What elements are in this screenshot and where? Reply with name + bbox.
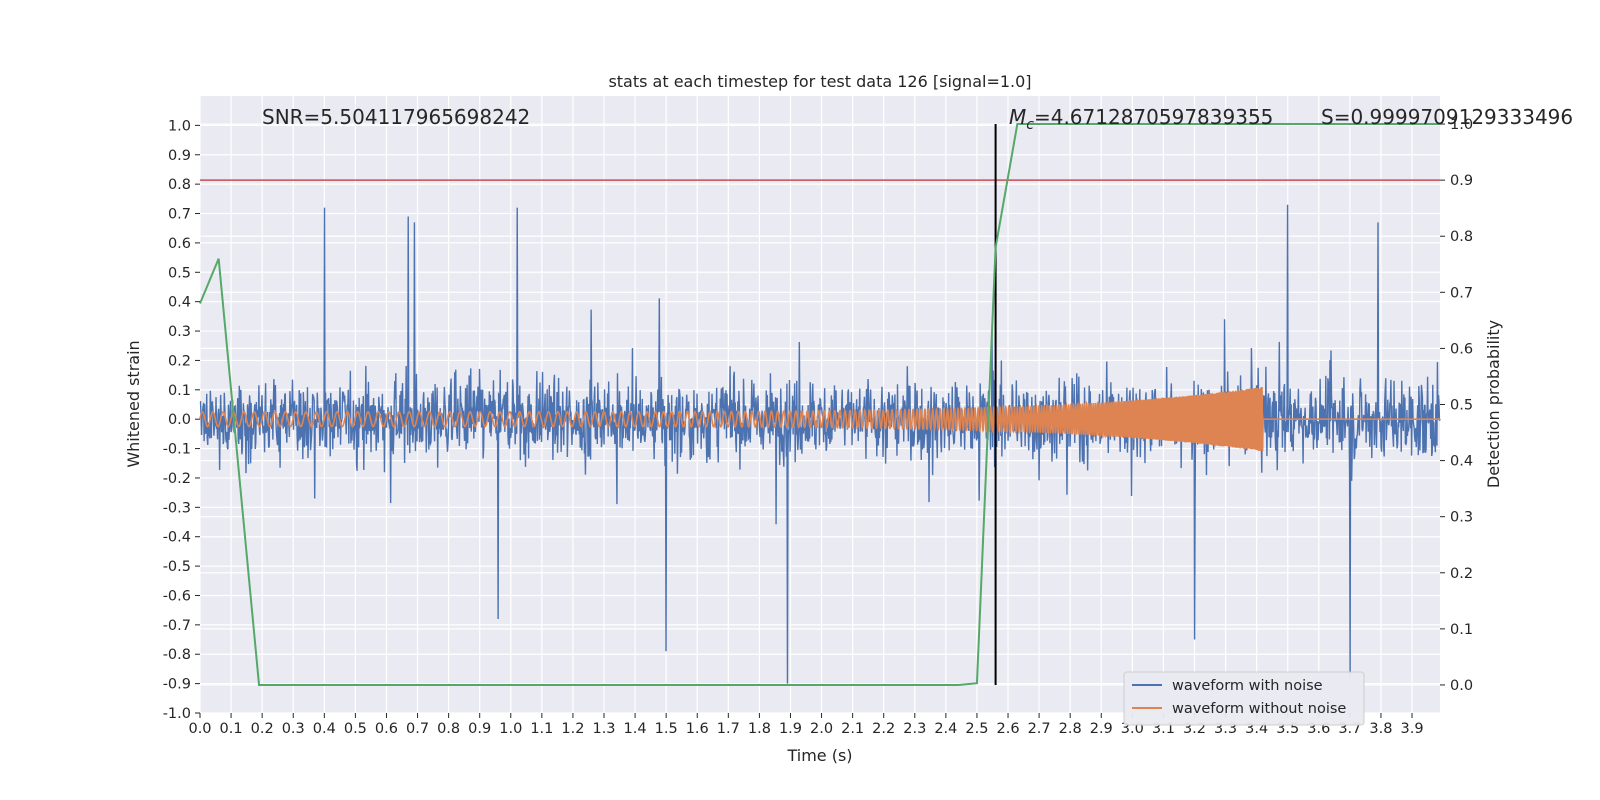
legend-box bbox=[1123, 671, 1365, 726]
series-waveform-without-noise bbox=[199, 387, 1440, 451]
y2-tick-label: 0.8 bbox=[1450, 229, 1473, 245]
x-tick-label: 2.8 bbox=[1059, 721, 1082, 737]
y2-tick-label: 0.4 bbox=[1450, 454, 1473, 470]
x-tick-label: 1.3 bbox=[592, 721, 615, 737]
x-tick-label: 2.7 bbox=[1028, 721, 1051, 737]
y-tick-label: -0.7 bbox=[163, 618, 191, 634]
x-tick-label: 0.3 bbox=[282, 721, 305, 737]
y-tick-labels: 1.0 0.9 0.8 0.7 0.6 0.5 0.4 0.3 0.2 0.1 0.0 -0.1 -0.… bbox=[163, 118, 200, 722]
y-tick-label: -0.4 bbox=[163, 530, 191, 546]
s-annotation: S=0.9999709129333496 bbox=[1321, 105, 1573, 129]
x-tick-label: 2.6 bbox=[996, 721, 1019, 737]
y-tick-label: -1.0 bbox=[163, 706, 191, 722]
x-tick-label: 1.1 bbox=[530, 721, 553, 737]
x-tick-label: 0.1 bbox=[220, 721, 243, 737]
y2-tick-label: 0.0 bbox=[1450, 678, 1473, 694]
y-tick-label: 0.4 bbox=[168, 295, 191, 311]
x-tick-label: 1.6 bbox=[686, 721, 709, 737]
y-tick-label: -0.1 bbox=[163, 442, 191, 458]
legend-label-waveform-with-noise: waveform with noise bbox=[1172, 678, 1323, 694]
y-tick-label: 0.6 bbox=[168, 236, 191, 252]
x-tick-label: 0.8 bbox=[437, 721, 460, 737]
x-tick-label: 2.3 bbox=[903, 721, 926, 737]
y-tick-label: 0.0 bbox=[168, 412, 191, 428]
y2-tick-label: 0.2 bbox=[1450, 566, 1473, 582]
y-tick-label: -0.6 bbox=[163, 588, 191, 604]
x-tick-label: 1.2 bbox=[561, 721, 584, 737]
x-tick-label: 3.8 bbox=[1369, 721, 1392, 737]
x-tick-label: 1.8 bbox=[748, 721, 771, 737]
x-tick-label: 1.5 bbox=[655, 721, 678, 737]
y-tick-label: 0.1 bbox=[168, 383, 191, 399]
mc-symbol: M bbox=[1009, 105, 1026, 129]
x-tick-label: 2.2 bbox=[872, 721, 895, 737]
mc-subscript: c bbox=[1026, 117, 1034, 133]
y2-tick-label: 0.1 bbox=[1450, 622, 1473, 638]
y-tick-label: -0.5 bbox=[163, 559, 191, 575]
y2-tick-label: 0.5 bbox=[1450, 398, 1473, 414]
overlay-layer bbox=[199, 123, 1440, 686]
x-tick-label: 0.0 bbox=[188, 721, 211, 737]
y2-tick-label: 1.0 bbox=[1450, 117, 1473, 133]
y-tick-label: 0.9 bbox=[168, 148, 191, 164]
chart-title: stats at each timestep for test data 126… bbox=[608, 72, 1031, 91]
x-tick-label: 0.9 bbox=[468, 721, 491, 737]
series-layer bbox=[199, 204, 1441, 684]
x-tick-label: 1.7 bbox=[717, 721, 740, 737]
mc-value: =4.6712870597839355 bbox=[1034, 105, 1273, 129]
y-tick-label: 0.7 bbox=[168, 207, 191, 223]
x-tick-label: 0.4 bbox=[313, 721, 336, 737]
y2-axis-label: Detection probability bbox=[1484, 320, 1503, 488]
y-tick-label: 0.8 bbox=[168, 177, 191, 193]
snr-annotation: SNR=5.504117965698242 bbox=[262, 105, 530, 129]
x-tick-label: 2.4 bbox=[934, 721, 957, 737]
y-tick-label: 0.5 bbox=[168, 265, 191, 281]
legend: waveform with noise waveform without noi… bbox=[1123, 671, 1365, 726]
y-tick-label: -0.2 bbox=[163, 471, 191, 487]
x-tick-label: 0.6 bbox=[375, 721, 398, 737]
x-tick-label: 1.9 bbox=[779, 721, 802, 737]
y-tick-label: 1.0 bbox=[168, 118, 191, 134]
y-axis-label: Whitened strain bbox=[124, 340, 143, 467]
mc-annotation: Mc=4.6712870597839355 bbox=[1009, 105, 1273, 133]
y2-tick-label: 0.9 bbox=[1450, 173, 1473, 189]
x-tick-label: 1.0 bbox=[499, 721, 522, 737]
x-tick-label: 2.1 bbox=[841, 721, 864, 737]
x-tick-label: 2.9 bbox=[1090, 721, 1113, 737]
x-tick-label: 2.0 bbox=[810, 721, 833, 737]
y-tick-label: -0.3 bbox=[163, 500, 191, 516]
y2-tick-label: 0.6 bbox=[1450, 341, 1473, 357]
x-tick-label: 1.4 bbox=[624, 721, 647, 737]
x-tick-label: 2.5 bbox=[965, 721, 988, 737]
x-tick-label: 0.5 bbox=[344, 721, 367, 737]
y-tick-label: -0.9 bbox=[163, 677, 191, 693]
y-tick-label: -0.8 bbox=[163, 647, 191, 663]
y2-tick-labels: 1.0 0.9 0.8 0.7 0.6 0.5 0.4 0.3 0.2 0.1 0.0 bbox=[1440, 117, 1473, 694]
series-detection-probability bbox=[199, 123, 1440, 686]
x-axis-label: Time (s) bbox=[786, 746, 852, 765]
legend-label-waveform-without-noise: waveform without noise bbox=[1172, 701, 1346, 717]
y2-tick-label: 0.7 bbox=[1450, 285, 1473, 301]
y-tick-label: 0.3 bbox=[168, 324, 191, 340]
x-tick-label: 3.9 bbox=[1400, 721, 1423, 737]
x-tick-label: 0.2 bbox=[251, 721, 274, 737]
y-tick-label: 0.2 bbox=[168, 353, 191, 369]
y2-tick-label: 0.3 bbox=[1450, 510, 1473, 526]
x-tick-label: 0.7 bbox=[406, 721, 429, 737]
